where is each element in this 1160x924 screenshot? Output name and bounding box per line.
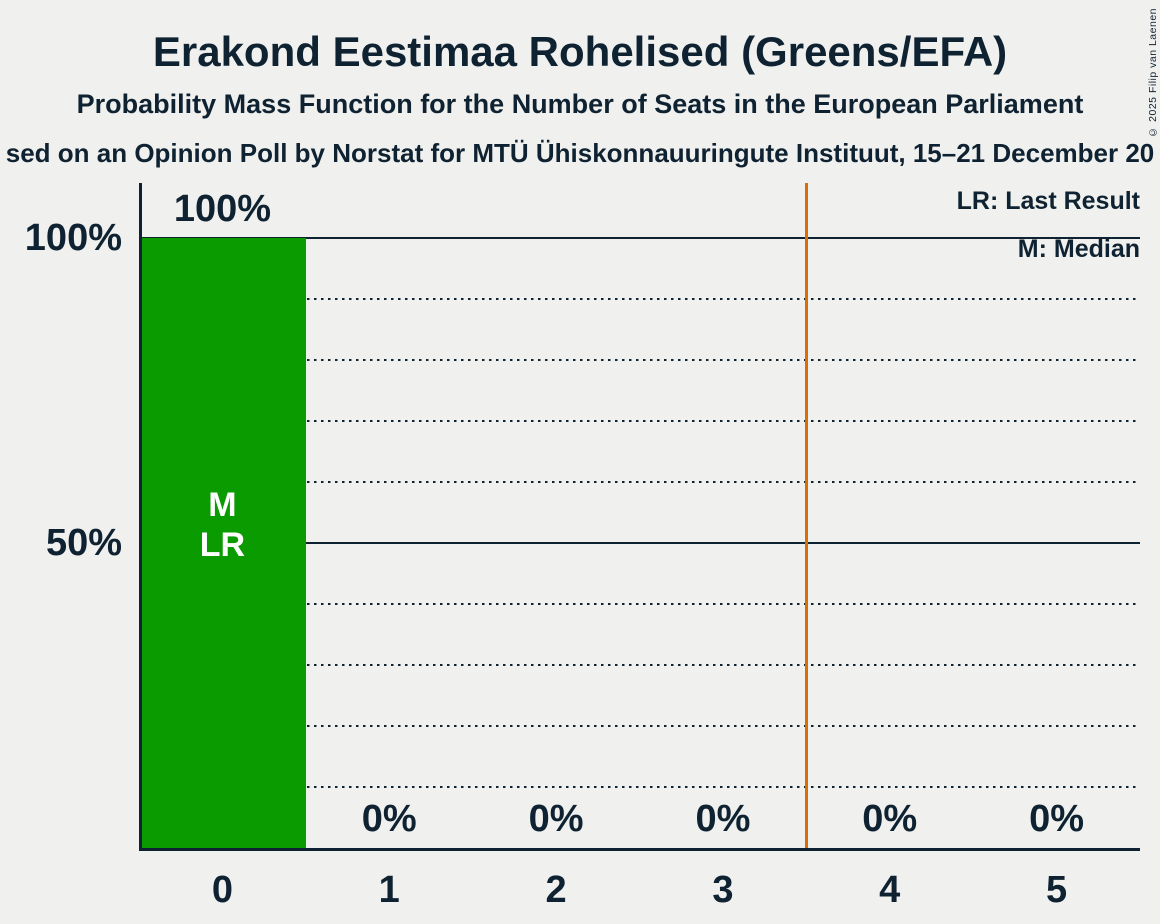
gridline-20pct [139, 724, 1140, 728]
legend: LR: Last Result M: Median [957, 186, 1140, 264]
gridline-70pct [139, 419, 1140, 423]
legend-median: M: Median [1017, 235, 1140, 263]
last-result-label: LR [199, 526, 246, 564]
legend-last-result: LR: Last Result [956, 187, 1140, 215]
bar-value-label-0: 100% [173, 187, 272, 230]
x-tick-label-3: 3 [712, 869, 734, 911]
median-last-result-annotation: M LR [139, 485, 306, 565]
bar-value-label-5: 0% [1029, 798, 1085, 840]
gridline-50pct [139, 541, 1140, 544]
bar-0 [141, 237, 306, 848]
plot-area: 100% 0% 0% 0% 0% 0% M LR [139, 183, 1140, 851]
bar-value-label-4: 0% [862, 798, 918, 840]
y-axis-line [139, 183, 142, 851]
x-tick-label-4: 4 [879, 869, 901, 911]
chart-title: Erakond Eestimaa Rohelised (Greens/EFA) [152, 28, 1008, 75]
y-axis-label-100: 100% [24, 216, 122, 259]
chart-subtitle: Probability Mass Function for the Number… [76, 89, 1084, 119]
median-label: M [208, 486, 237, 524]
bar-value-label-2: 0% [528, 798, 584, 840]
y-axis-label-50: 50% [45, 521, 122, 564]
x-axis-line [139, 848, 1140, 851]
x-tick-label-2: 2 [545, 869, 567, 911]
gridline-60pct [139, 480, 1140, 484]
source-attribution-line: sed on an Opinion Poll by Norstat for MT… [5, 138, 1155, 168]
bar-value-label-1: 0% [361, 798, 417, 840]
gridline-40pct [139, 602, 1140, 606]
x-tick-label-5: 5 [1046, 869, 1068, 911]
gridline-10pct [139, 785, 1140, 789]
vertical-reference-line [804, 183, 808, 848]
x-tick-label-1: 1 [378, 869, 400, 911]
bar-value-label-3: 0% [695, 798, 751, 840]
gridline-90pct [139, 297, 1140, 301]
gridline-100pct [139, 236, 1140, 239]
gridline-80pct [139, 358, 1140, 362]
x-tick-label-0: 0 [211, 869, 233, 911]
gridline-30pct [139, 663, 1140, 667]
copyright-notice: © 2025 Filip van Laenen [1147, 8, 1159, 138]
